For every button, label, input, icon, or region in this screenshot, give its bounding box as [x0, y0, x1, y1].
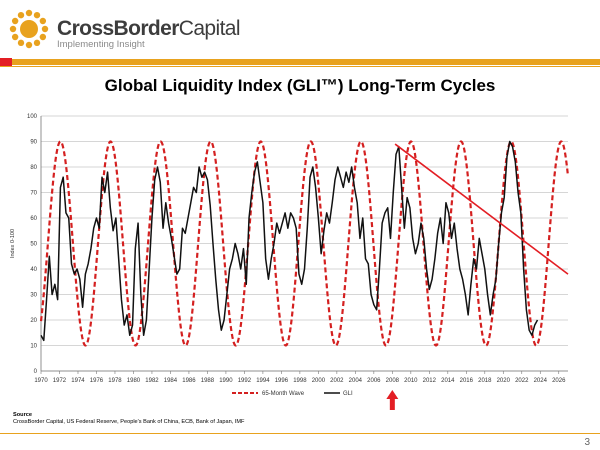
- sun-logo-icon: [9, 9, 49, 49]
- x-tick-label: 1990: [219, 378, 233, 384]
- x-tick-label: 2022: [515, 378, 529, 384]
- sun-ray-icon: [25, 41, 33, 49]
- x-tick-label: 2016: [460, 378, 474, 384]
- x-tick-label: 1980: [127, 378, 141, 384]
- legend-label-gli: GLI: [343, 391, 353, 397]
- x-tick-label: 2014: [441, 378, 455, 384]
- x-tick-label: 2026: [552, 378, 566, 384]
- header-rule-thin: [0, 66, 600, 67]
- y-tick-label: 40: [30, 267, 37, 273]
- x-tick-label: 1998: [293, 378, 307, 384]
- x-tick-label: 2006: [367, 378, 381, 384]
- y-axis-label: Index 0-100: [10, 229, 16, 258]
- sun-ray-icon: [11, 17, 19, 25]
- brand-name-light: Capital: [178, 17, 241, 40]
- x-tick-label: 1986: [182, 378, 196, 384]
- x-tick-label: 1974: [71, 378, 85, 384]
- brand-name-bold: CrossBorder: [57, 17, 179, 40]
- source-note: Source CrossBorder Capital, US Federal R…: [13, 412, 244, 426]
- source-text: CrossBorder Capital, US Federal Reserve,…: [13, 419, 245, 425]
- x-tick-label: 2004: [349, 378, 363, 384]
- sun-ray-icon: [9, 25, 17, 33]
- x-tick-label: 2010: [404, 378, 418, 384]
- gli-chart: 0 10 20 30 40 50 60 70 80 90 100 1970 1972 1974 1976 19…: [10, 114, 570, 410]
- x-tick-label: 1996: [275, 378, 289, 384]
- x-tick-label: 2000: [312, 378, 326, 384]
- page-number: 3: [584, 437, 590, 448]
- footer-rule: [0, 433, 600, 434]
- sun-ray-icon: [33, 39, 41, 47]
- y-tick-label: 60: [30, 216, 37, 222]
- series-gli: [40, 140, 539, 342]
- x-tick-label: 1992: [238, 378, 252, 384]
- header-rule: [0, 59, 600, 65]
- series-65-month-wave: [39, 140, 570, 347]
- slide-title: Global Liquidity Index (GLI™) Long-Term …: [104, 76, 496, 95]
- brand-name: CrossBorderCapital: [57, 17, 241, 41]
- y-tick-label: 50: [30, 242, 37, 248]
- x-tick-label: 2008: [386, 378, 400, 384]
- sun-ray-icon: [17, 39, 25, 47]
- y-tick-label: 0: [34, 369, 38, 375]
- legend-label-wave: 65-Month Wave: [262, 391, 305, 397]
- x-tick-label: 2018: [478, 378, 492, 384]
- x-tick-label: 1976: [90, 378, 104, 384]
- y-tick-label: 80: [30, 165, 37, 171]
- y-tick-label: 90: [30, 140, 37, 146]
- sun-ray-icon: [25, 9, 33, 17]
- y-tick-label: 10: [30, 344, 37, 350]
- x-tick-label: 2012: [423, 378, 437, 384]
- x-tick-label: 1988: [201, 378, 215, 384]
- x-tick-label: 1984: [164, 378, 178, 384]
- sun-ray-icon: [39, 17, 47, 25]
- y-tick-label: 30: [30, 293, 37, 299]
- x-tick-label: 2020: [497, 378, 511, 384]
- x-tick-label: 1978: [108, 378, 122, 384]
- brand-tagline: Implementing Insight: [57, 39, 145, 50]
- y-tick-label: 70: [30, 191, 37, 197]
- x-tick-label: 2002: [330, 378, 344, 384]
- x-tick-label: 1970: [34, 378, 48, 384]
- y-tick-label: 100: [27, 114, 38, 120]
- logo: CrossBorderCapital Implementing Insight: [7, 7, 241, 53]
- sun-ray-icon: [41, 25, 49, 33]
- x-tick-label: 2024: [534, 378, 548, 384]
- source-heading: Source: [13, 412, 32, 418]
- x-tick-label: 1994: [256, 378, 270, 384]
- series-trend-line: [394, 143, 569, 275]
- sun-ray-icon: [11, 33, 19, 41]
- sun-ray-icon: [17, 11, 25, 19]
- x-tick-label: 1982: [145, 378, 159, 384]
- x-tick-label: 1972: [53, 378, 67, 384]
- arrow-annotation-icon: [386, 390, 399, 410]
- sun-ray-icon: [33, 11, 41, 19]
- header-rule-accent: [0, 58, 12, 66]
- sun-ray-icon: [39, 33, 47, 41]
- y-tick-label: 20: [30, 318, 37, 324]
